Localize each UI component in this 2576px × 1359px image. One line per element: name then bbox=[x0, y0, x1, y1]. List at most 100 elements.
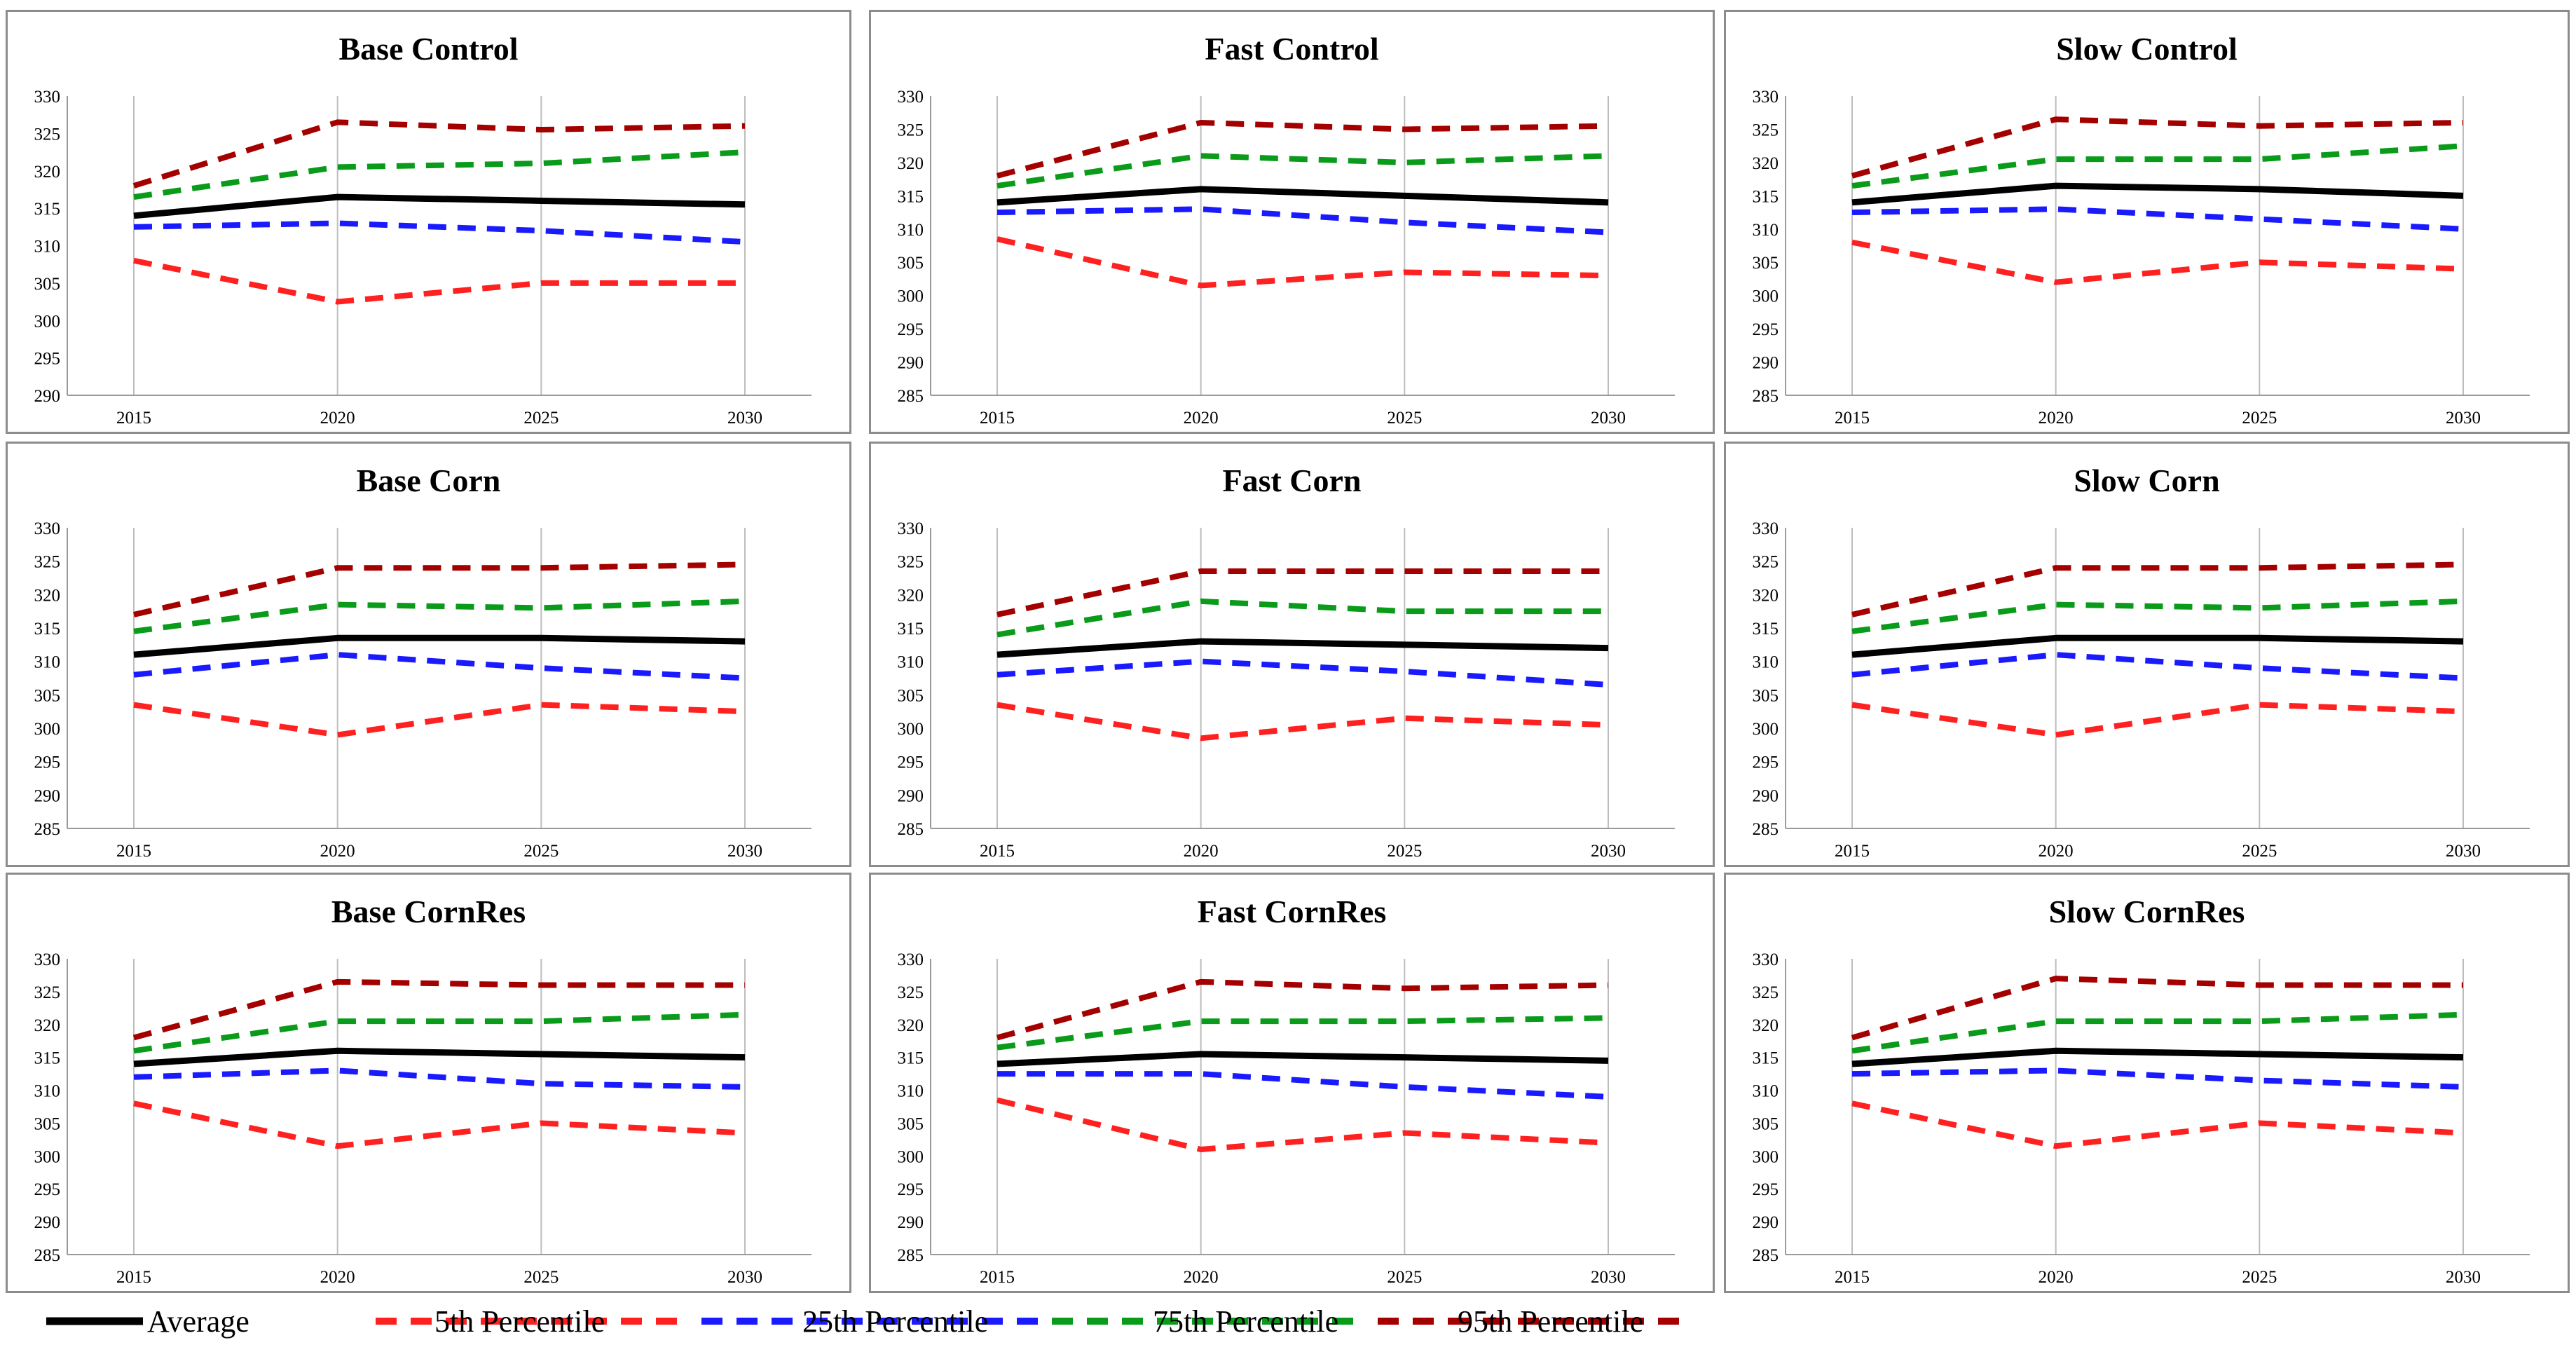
series-line-p75 bbox=[1851, 143, 2464, 189]
y-tick-label: 290 bbox=[898, 786, 924, 805]
dashed-line-icon bbox=[1052, 1318, 1366, 1325]
series-line-p5 bbox=[1851, 1100, 2464, 1149]
y-tick-label: 300 bbox=[898, 1147, 924, 1166]
y-tick-label: 315 bbox=[898, 1049, 924, 1068]
series-line-p25 bbox=[1851, 1067, 2464, 1090]
x-tick-label: 2020 bbox=[1184, 409, 1219, 428]
series-line-p95 bbox=[133, 561, 746, 617]
series-line-average bbox=[996, 638, 1609, 658]
y-tick-label: 315 bbox=[898, 620, 924, 638]
chart-panel-base-corn: Base Corn 285 290 295 300 305 310 315 320 325 330 2… bbox=[6, 442, 851, 867]
series-line-p5 bbox=[1851, 239, 2464, 285]
series-line-p95 bbox=[996, 978, 1609, 1041]
x-tick-label: 2015 bbox=[980, 1268, 1015, 1287]
x-tick-label: 2015 bbox=[1835, 1268, 1870, 1287]
y-tick-label: 300 bbox=[34, 1147, 61, 1166]
series-line-p5 bbox=[996, 1097, 1609, 1152]
y-tick-label: 315 bbox=[34, 200, 61, 219]
chart-panel-base-cornres: Base CornRes 285 290 295 300 305 310 315 320 325 3… bbox=[6, 873, 851, 1293]
y-tick-label: 290 bbox=[1753, 786, 1779, 805]
y-tick-label: 330 bbox=[1753, 88, 1779, 107]
x-tick-label: 2025 bbox=[2242, 1268, 2277, 1287]
series-line-average bbox=[1851, 634, 2464, 658]
y-tick-label: 305 bbox=[898, 686, 924, 705]
series-line-average bbox=[996, 186, 1609, 206]
chart-svg: Slow Control 285 290 295 300 305 310 315 320 325 3… bbox=[1753, 31, 2530, 428]
series-line-p25 bbox=[133, 220, 746, 245]
chart-svg: Base Corn 285 290 295 300 305 310 315 320 325 330 2… bbox=[34, 463, 811, 861]
series-line-p25 bbox=[133, 652, 746, 681]
x-tick-label: 2020 bbox=[2039, 1268, 2074, 1287]
chart-title: Fast Corn bbox=[1222, 463, 1361, 498]
y-tick-label: 305 bbox=[34, 686, 61, 705]
series-line-average bbox=[133, 634, 746, 658]
series-line-p5 bbox=[133, 257, 745, 305]
y-tick-label: 305 bbox=[1753, 686, 1779, 705]
series-line-p25 bbox=[996, 206, 1609, 235]
y-tick-label: 285 bbox=[34, 1246, 61, 1265]
series-line-p95 bbox=[132, 119, 746, 189]
series-line-p95 bbox=[996, 119, 1609, 179]
y-tick-label: 300 bbox=[1753, 720, 1779, 739]
y-tick-label: 330 bbox=[1753, 519, 1779, 538]
chart-title: Slow CornRes bbox=[2049, 894, 2245, 929]
y-tick-label: 330 bbox=[34, 519, 61, 538]
series-line-average bbox=[1851, 182, 2464, 206]
y-tick-label: 295 bbox=[34, 753, 61, 772]
y-tick-label: 325 bbox=[34, 983, 61, 1002]
y-tick-label: 325 bbox=[1753, 983, 1779, 1002]
x-tick-label: 2030 bbox=[727, 842, 762, 861]
y-tick-label: 315 bbox=[1753, 1049, 1779, 1068]
y-tick-label: 315 bbox=[898, 187, 924, 206]
series-line-p5 bbox=[996, 236, 1609, 289]
y-tick-label: 320 bbox=[898, 154, 924, 173]
y-tick-label: 295 bbox=[898, 1180, 924, 1199]
y-tick-label: 315 bbox=[1753, 187, 1779, 206]
series-line-average bbox=[133, 193, 746, 219]
series-line-p5 bbox=[133, 702, 746, 738]
series-line-p75 bbox=[996, 1015, 1609, 1051]
chart-panel-slow-control: Slow Control 285 290 295 300 305 310 315 320 325 3… bbox=[1724, 10, 2570, 434]
x-tick-label: 2030 bbox=[2446, 1268, 2481, 1287]
series-line-p95 bbox=[996, 568, 1608, 617]
chart-panel-base-control: Base Control 290 295 300 305 310 315 320 325 330 2… bbox=[6, 10, 851, 434]
series-line-p5 bbox=[996, 702, 1609, 742]
series-line-p75 bbox=[133, 598, 746, 634]
y-tick-label: 310 bbox=[1753, 653, 1779, 672]
y-tick-label: 330 bbox=[898, 519, 924, 538]
y-tick-label: 290 bbox=[898, 354, 924, 373]
y-tick-label: 300 bbox=[1753, 1147, 1779, 1166]
chart-title: Base Control bbox=[339, 31, 519, 67]
chart-svg: Fast CornRes 285 290 295 300 305 310 315 320 325 3… bbox=[898, 894, 1675, 1287]
chart-svg: Slow CornRes 285 290 295 300 305 310 315 320 325 3… bbox=[1753, 894, 2530, 1287]
x-tick-label: 2030 bbox=[727, 409, 762, 428]
chart-svg: Fast Control 285 290 295 300 305 310 315 320 325 3… bbox=[898, 31, 1675, 428]
dashed-line-icon bbox=[701, 1318, 1043, 1325]
y-tick-label: 310 bbox=[34, 238, 61, 257]
y-tick-label: 305 bbox=[1753, 1114, 1779, 1133]
chart-svg: Base CornRes 285 290 295 300 305 310 315 320 325 3… bbox=[34, 894, 811, 1287]
y-tick-label: 310 bbox=[1753, 221, 1779, 240]
solid-line-icon bbox=[46, 1317, 143, 1325]
y-tick-label: 325 bbox=[1753, 121, 1779, 139]
series-line-p25 bbox=[133, 1067, 746, 1090]
y-tick-label: 295 bbox=[898, 320, 924, 339]
series-line-p5 bbox=[133, 1100, 746, 1149]
chart-title: Slow Corn bbox=[2074, 463, 2219, 498]
y-tick-label: 320 bbox=[34, 586, 61, 605]
x-tick-label: 2025 bbox=[2242, 409, 2277, 428]
series-line-average bbox=[996, 1051, 1609, 1067]
y-tick-label: 325 bbox=[1753, 553, 1779, 572]
x-tick-label: 2030 bbox=[727, 1268, 762, 1287]
y-tick-label: 325 bbox=[898, 553, 924, 572]
series-line-p75 bbox=[1851, 1011, 2464, 1054]
series-line-p75 bbox=[1851, 598, 2464, 634]
y-tick-label: 295 bbox=[1753, 753, 1779, 772]
y-tick-label: 305 bbox=[34, 1114, 61, 1133]
y-tick-label: 295 bbox=[34, 1180, 61, 1199]
y-tick-label: 285 bbox=[898, 1246, 924, 1265]
x-tick-label: 2015 bbox=[116, 842, 151, 861]
series-line-p25 bbox=[1851, 206, 2464, 232]
legend-label-p75: 75th Percentile bbox=[1153, 1304, 1339, 1339]
y-tick-label: 315 bbox=[34, 1049, 61, 1068]
